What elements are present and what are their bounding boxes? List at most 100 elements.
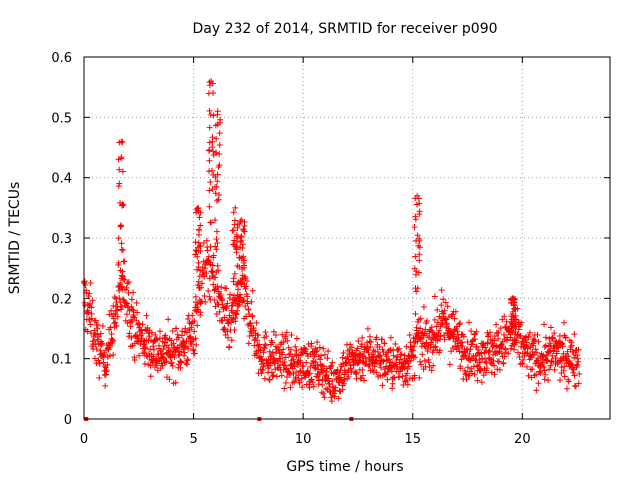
data-point	[238, 216, 245, 223]
data-point	[210, 281, 217, 288]
data-point	[175, 334, 182, 341]
data-point	[561, 363, 568, 370]
data-point	[534, 331, 541, 338]
data-point	[533, 387, 540, 394]
data-point	[365, 363, 372, 370]
data-point	[212, 149, 219, 156]
data-point	[548, 335, 555, 342]
data-point	[513, 335, 520, 342]
data-point	[182, 325, 189, 332]
data-point	[213, 246, 220, 253]
data-point	[214, 262, 221, 269]
data-point	[159, 362, 166, 369]
data-point	[94, 336, 101, 343]
data-point	[119, 303, 125, 310]
data-point	[284, 337, 291, 344]
grid-layer	[84, 57, 610, 419]
data-point	[339, 386, 346, 393]
data-point	[419, 351, 426, 358]
data-point	[168, 359, 175, 366]
data-point	[124, 280, 131, 287]
data-point	[496, 366, 503, 373]
data-point	[542, 371, 549, 378]
data-point	[113, 322, 120, 329]
data-point	[396, 345, 403, 352]
data-point	[261, 375, 268, 382]
data-point	[516, 353, 523, 360]
data-point	[226, 343, 233, 350]
data-point	[219, 296, 226, 303]
data-point	[482, 358, 489, 365]
data-point	[317, 356, 324, 363]
data-point	[325, 348, 332, 355]
data-point	[123, 311, 130, 318]
data-point	[403, 343, 410, 350]
data-point	[194, 266, 201, 273]
data-point	[417, 325, 424, 332]
x-tick-label: 10	[295, 432, 312, 447]
data-point	[446, 361, 453, 368]
data-point	[283, 329, 290, 336]
data-point	[92, 341, 99, 348]
data-point	[317, 369, 324, 376]
data-point	[97, 330, 104, 337]
data-point	[103, 367, 110, 374]
data-point	[339, 354, 346, 361]
data-point	[244, 293, 251, 300]
data-point	[565, 378, 572, 385]
data-point	[575, 358, 582, 365]
data-point	[119, 273, 126, 280]
data-point	[230, 209, 237, 216]
data-point	[81, 278, 88, 285]
data-point	[365, 349, 372, 356]
data-point	[154, 336, 161, 343]
data-point	[208, 78, 215, 85]
data-point	[305, 381, 312, 388]
data-point	[441, 307, 448, 314]
data-point	[212, 184, 219, 191]
data-point	[212, 217, 219, 224]
data-point	[206, 157, 213, 164]
data-point	[426, 363, 433, 370]
data-point	[390, 352, 397, 359]
data-point	[570, 369, 577, 376]
data-point	[363, 358, 370, 365]
data-point	[216, 130, 223, 137]
data-points-layer	[81, 78, 583, 421]
x-axis-label: GPS time / hours	[286, 459, 403, 475]
data-point	[511, 305, 518, 312]
data-point	[533, 349, 540, 356]
data-point	[237, 238, 244, 245]
data-point	[440, 296, 447, 303]
data-point	[159, 350, 166, 357]
data-point	[491, 371, 498, 378]
data-point	[377, 364, 384, 371]
data-point	[266, 348, 273, 355]
data-point	[406, 332, 413, 339]
data-point	[316, 377, 323, 384]
data-point	[204, 247, 211, 254]
data-point	[273, 373, 280, 380]
data-point	[231, 270, 238, 277]
data-point	[84, 308, 91, 315]
data-point	[198, 298, 205, 305]
data-point	[82, 282, 89, 289]
data-point	[318, 352, 325, 359]
data-point	[115, 259, 122, 266]
data-point	[493, 321, 500, 328]
data-point	[518, 319, 525, 326]
data-point	[519, 338, 526, 345]
data-point	[197, 209, 204, 216]
data-point	[496, 358, 503, 365]
data-point	[413, 237, 420, 244]
data-point	[442, 316, 449, 323]
data-point	[100, 359, 107, 366]
data-point	[121, 276, 128, 283]
data-point	[96, 374, 103, 381]
data-point	[91, 337, 98, 344]
data-point	[87, 300, 94, 307]
data-point	[115, 235, 122, 242]
data-point	[230, 278, 237, 285]
data-point	[490, 357, 497, 364]
data-point	[197, 284, 204, 291]
